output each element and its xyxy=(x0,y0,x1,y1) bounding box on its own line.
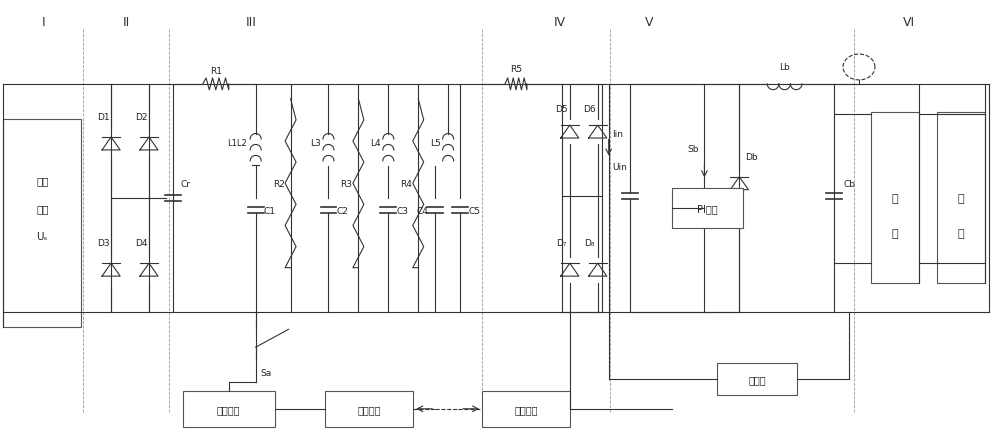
Text: Sb: Sb xyxy=(688,145,699,154)
Text: Sa: Sa xyxy=(260,367,271,377)
Text: C2: C2 xyxy=(337,206,348,215)
Text: C4: C4 xyxy=(416,206,428,215)
Text: D3: D3 xyxy=(97,239,109,248)
FancyBboxPatch shape xyxy=(717,363,797,395)
Text: C1: C1 xyxy=(264,206,276,215)
Text: 无线通信: 无线通信 xyxy=(358,404,381,414)
Text: IV: IV xyxy=(554,16,566,29)
FancyBboxPatch shape xyxy=(3,120,81,328)
Text: I: I xyxy=(41,16,45,29)
Text: R1: R1 xyxy=(210,67,222,76)
Text: 池: 池 xyxy=(892,228,898,238)
Text: D4: D4 xyxy=(135,239,147,248)
Text: C3: C3 xyxy=(396,206,408,215)
Text: II: II xyxy=(122,16,130,29)
Text: C5: C5 xyxy=(468,206,480,215)
FancyBboxPatch shape xyxy=(937,113,985,283)
Text: Cb: Cb xyxy=(843,179,855,188)
Text: D1: D1 xyxy=(97,113,109,122)
FancyBboxPatch shape xyxy=(871,113,919,283)
Text: L3: L3 xyxy=(310,139,321,148)
Text: D5: D5 xyxy=(556,105,568,114)
Text: R4: R4 xyxy=(400,179,412,188)
Text: Cr: Cr xyxy=(181,179,191,188)
Text: PI调节: PI调节 xyxy=(697,204,718,214)
Text: D₈: D₈ xyxy=(585,239,595,248)
Text: Db: Db xyxy=(745,152,758,162)
FancyBboxPatch shape xyxy=(183,391,275,427)
Text: 设: 设 xyxy=(957,194,964,204)
Text: Uin: Uin xyxy=(612,162,627,171)
Text: 控制器: 控制器 xyxy=(748,374,766,384)
Text: D2: D2 xyxy=(135,113,147,122)
Text: 交流: 交流 xyxy=(36,176,49,186)
Text: VI: VI xyxy=(903,16,915,29)
FancyBboxPatch shape xyxy=(482,391,570,427)
Text: Iin: Iin xyxy=(612,130,623,139)
Text: D6: D6 xyxy=(583,105,596,114)
Text: 无线通信: 无线通信 xyxy=(514,404,538,414)
Text: 电压: 电压 xyxy=(36,204,49,214)
Text: R3: R3 xyxy=(340,179,352,188)
Text: 驱动部分: 驱动部分 xyxy=(217,404,241,414)
Text: L5: L5 xyxy=(430,139,441,148)
Text: 备: 备 xyxy=(957,228,964,238)
Text: 电: 电 xyxy=(892,194,898,204)
Text: R5: R5 xyxy=(510,65,522,74)
Text: Uₛ: Uₛ xyxy=(37,231,48,241)
FancyBboxPatch shape xyxy=(672,189,743,229)
Text: D₇: D₇ xyxy=(557,239,567,248)
Text: L1L2: L1L2 xyxy=(227,139,247,148)
Text: Lb: Lb xyxy=(779,64,790,72)
Text: III: III xyxy=(245,16,256,29)
Text: R2: R2 xyxy=(273,179,285,188)
Text: L4: L4 xyxy=(370,139,381,148)
FancyBboxPatch shape xyxy=(325,391,413,427)
Text: V: V xyxy=(645,16,654,29)
